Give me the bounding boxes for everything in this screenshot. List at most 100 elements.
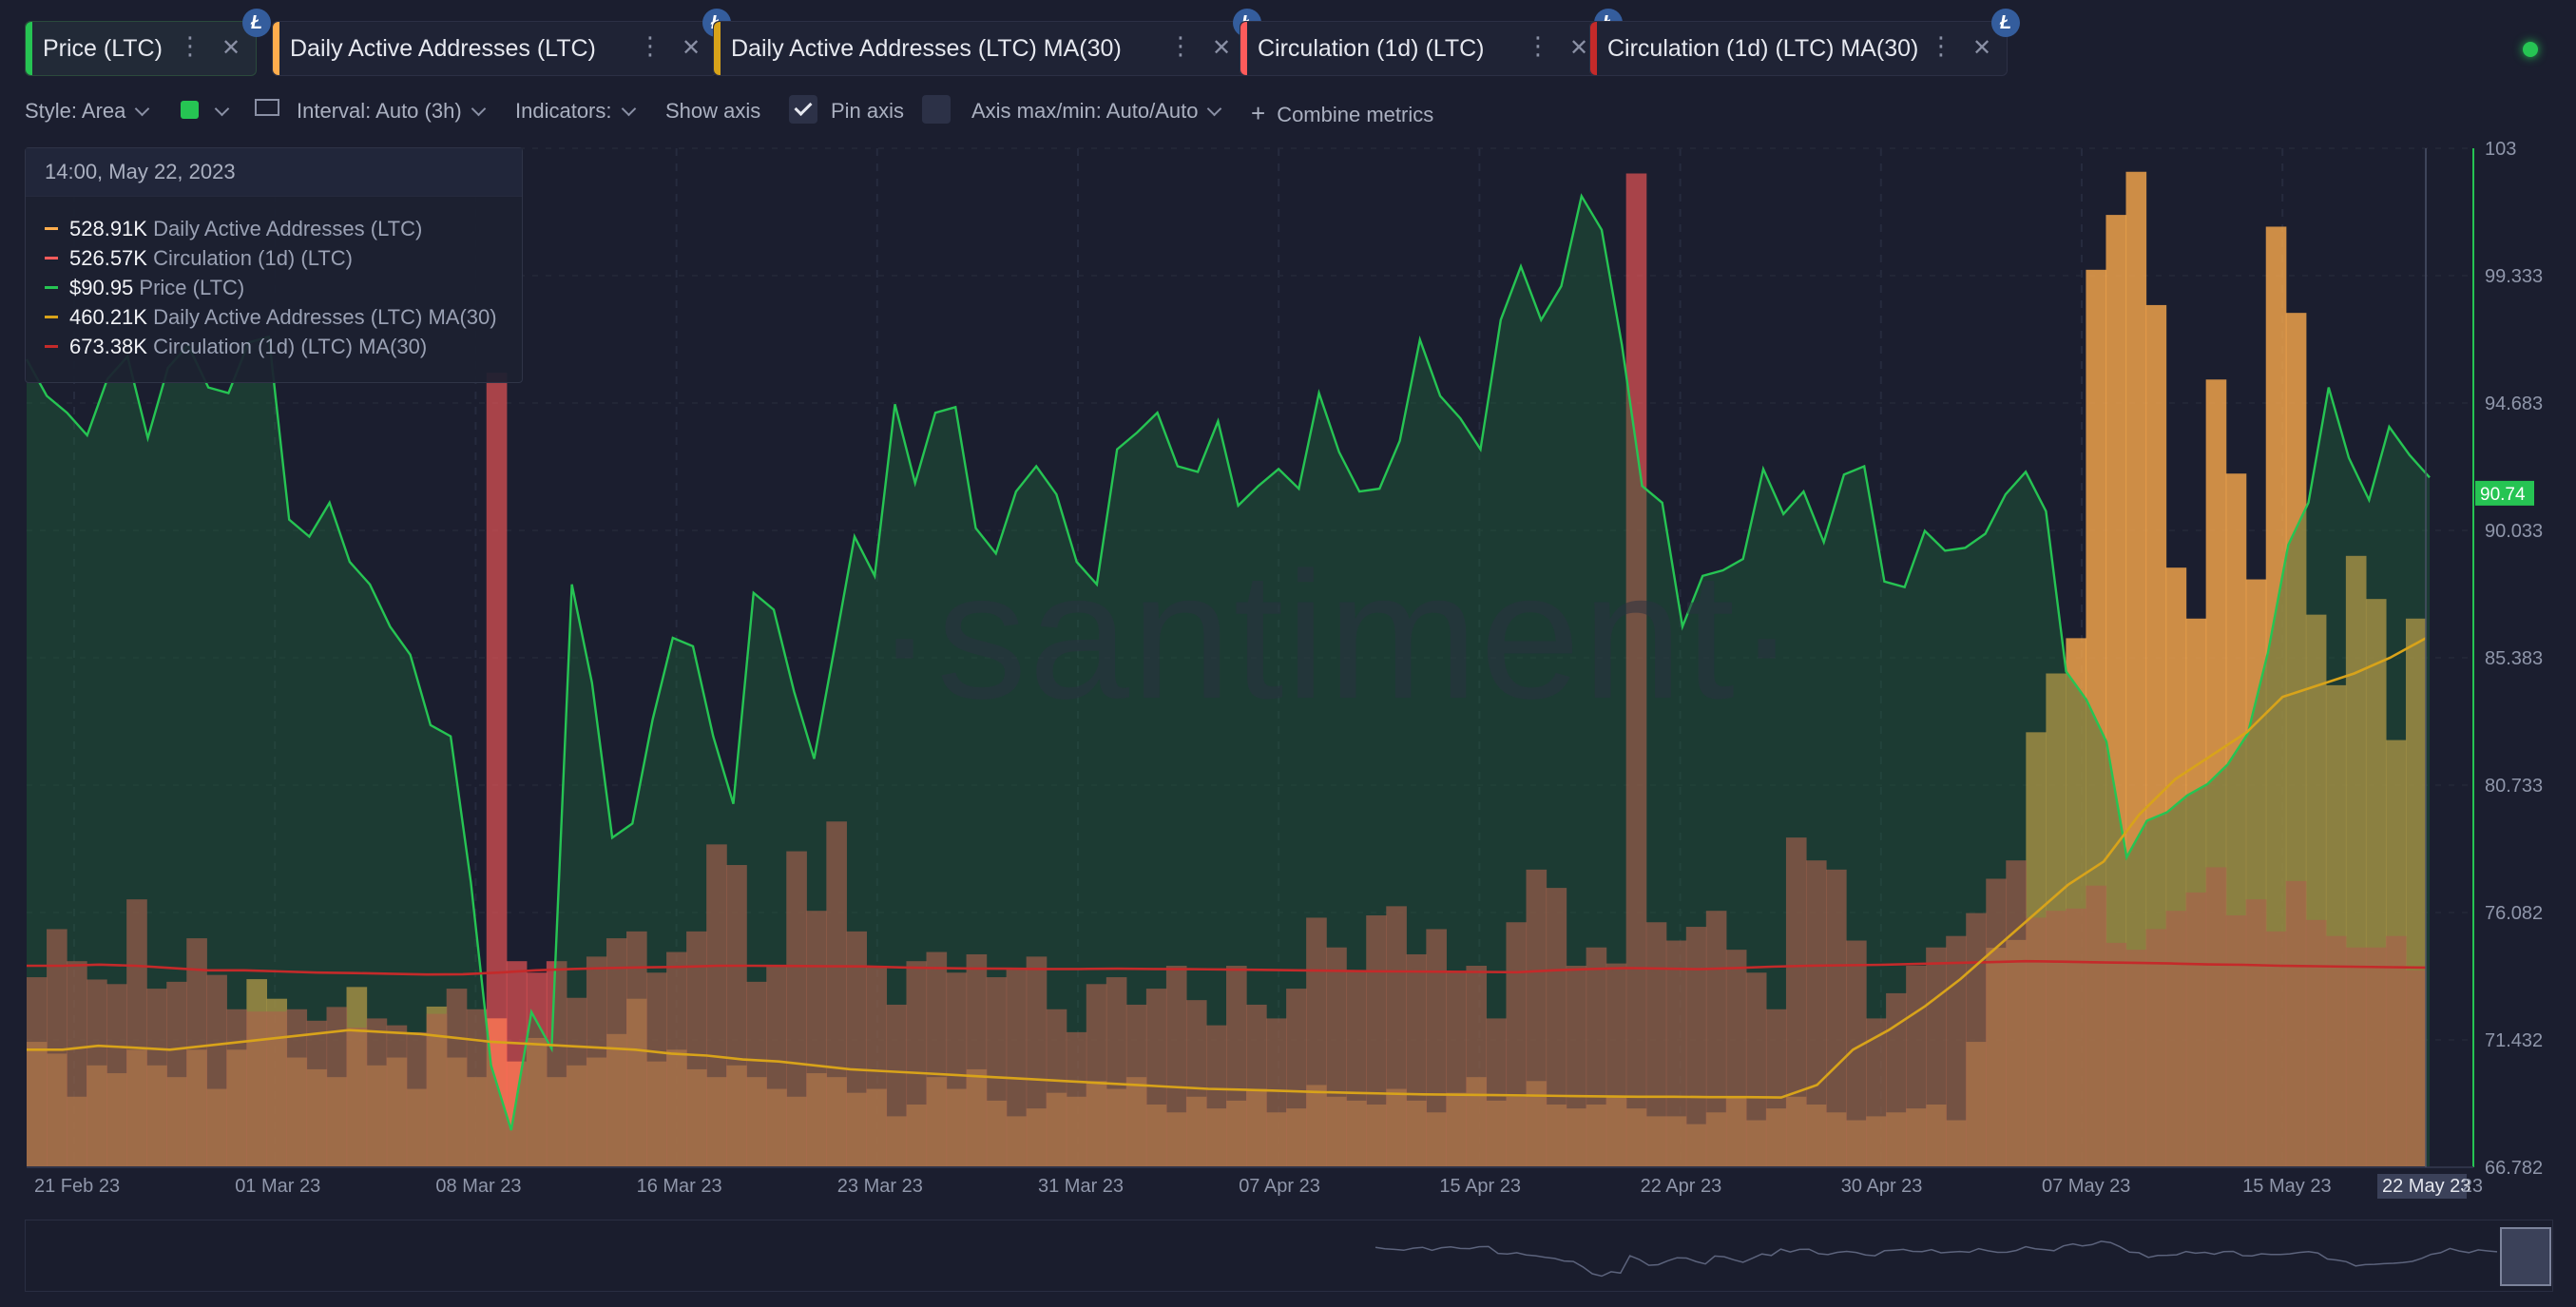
circulation-bar: [606, 938, 627, 1167]
close-icon[interactable]: ✕: [1972, 35, 1992, 61]
litecoin-icon: Ł: [1991, 9, 2020, 37]
circulation-bar: [706, 844, 727, 1167]
circulation-bar: [1366, 915, 1387, 1167]
circulation-bar: [726, 865, 747, 1167]
combine-metrics-button[interactable]: + Combine metrics: [1251, 99, 1433, 128]
tab-color-bar: [1590, 22, 1597, 75]
tab-label: Circulation (1d) (LTC) MA(30): [1607, 34, 1919, 62]
close-icon[interactable]: ✕: [1569, 35, 1589, 61]
interval-ruler-icon: [255, 99, 279, 116]
close-icon[interactable]: ✕: [682, 35, 702, 61]
circulation-bar: [1165, 966, 1187, 1167]
x-axis-tick-label: 01 Mar 23: [235, 1176, 320, 1197]
plus-icon: +: [1251, 99, 1266, 127]
circulation-bar: [1226, 966, 1247, 1167]
circulation-bar: [1105, 977, 1127, 1167]
tooltip-row: 673.38K Circulation (1d) (LTC) MA(30): [45, 335, 427, 359]
circulation-bar: [2046, 911, 2067, 1167]
circulation-ma30-line: [27, 959, 2427, 976]
more-menu-icon[interactable]: ⋮: [638, 31, 663, 60]
interval-dropdown[interactable]: Interval: Auto (3h): [297, 99, 486, 124]
more-menu-icon[interactable]: ⋮: [1168, 31, 1193, 60]
circulation-bar: [1765, 1009, 1787, 1167]
circulation-bar: [1046, 1009, 1067, 1167]
circulation-bar: [1286, 989, 1307, 1167]
axis-maxmin-dropdown[interactable]: Axis max/min: Auto/Auto: [971, 99, 1222, 124]
tab-daily-active-addresses-ma30[interactable]: Daily Active Addresses (LTC) MA(30) ⋮ ✕ …: [713, 9, 1261, 76]
circulation-bar: [1266, 1018, 1287, 1167]
circulation-bar: [106, 984, 127, 1167]
circulation-bar: [1426, 929, 1447, 1167]
indicators-dropdown[interactable]: Indicators:: [515, 99, 636, 124]
circulation-bar: [306, 1020, 328, 1167]
circulation-bar: [1246, 1004, 1267, 1167]
circulation-bar: [2086, 885, 2107, 1167]
circulation-bar: [886, 1004, 908, 1167]
y-axis-tick-label: 76.082: [2485, 903, 2543, 924]
pin-axis-label: Pin axis: [831, 99, 905, 123]
pin-axis-checkbox[interactable]: [922, 95, 951, 124]
close-icon[interactable]: ✕: [221, 35, 241, 61]
circulation-bar: [986, 977, 1008, 1167]
circulation-bar: [1446, 972, 1467, 1167]
circulation-bar: [2165, 911, 2187, 1167]
x-axis-tick-label: 22 May 23: [2382, 1176, 2470, 1197]
circulation-bar: [146, 989, 167, 1167]
dda-bar: [2125, 171, 2147, 1167]
circulation-bar: [1326, 947, 1347, 1167]
circulation-bar: [1086, 984, 1107, 1167]
x-axis-tick-label: 23 Mar 23: [837, 1176, 923, 1197]
circulation-bars: [27, 173, 2427, 1167]
navigator-handle[interactable]: [2500, 1227, 2551, 1286]
tooltip-row: 460.21K Daily Active Addresses (LTC) MA(…: [45, 305, 497, 330]
axes-layer: 21 Feb 23 01 Mar 23 08 Mar 23 16 Mar 23 23 M…: [27, 139, 2543, 1199]
range-navigator[interactable]: [25, 1220, 2553, 1292]
circulation-bar: [646, 972, 667, 1167]
price-line: [25, 193, 2431, 1131]
legend-dash: [45, 315, 58, 318]
circulation-bar: [206, 974, 227, 1167]
circulation-bar: [666, 951, 687, 1167]
circulation-bar: [326, 1007, 348, 1167]
tab-price-ltc[interactable]: Price (LTC) ⋮ ✕ Ł: [25, 9, 271, 76]
tooltip-metric-name: Daily Active Addresses (LTC) MA(30): [153, 305, 497, 329]
circulation-bar: [2185, 892, 2207, 1167]
live-status-dot: [2523, 42, 2538, 57]
y-axis-tick-label: 90.033: [2485, 521, 2543, 542]
tab-color-bar: [26, 22, 32, 75]
more-menu-icon[interactable]: ⋮: [1929, 31, 1953, 60]
circulation-bar: [2325, 935, 2347, 1167]
axis-maxmin-label: Axis max/min: Auto/Auto: [971, 99, 1199, 123]
litecoin-icon: Ł: [242, 9, 271, 37]
x-axis-tick-label: 16 Mar 23: [637, 1176, 722, 1197]
more-menu-icon[interactable]: ⋮: [178, 31, 202, 60]
circulation-bar: [2066, 908, 2087, 1167]
show-axis-checkbox[interactable]: [789, 95, 817, 124]
circulation-bar: [766, 966, 787, 1167]
circulation-bar: [2385, 935, 2407, 1167]
y-axis-tick-label: 99.333: [2485, 266, 2543, 287]
circulation-bar: [2125, 950, 2147, 1167]
tab-daily-active-addresses[interactable]: Daily Active Addresses (LTC) ⋮ ✕ Ł: [272, 9, 731, 76]
x-axis-tick-fragment: 23: [2462, 1176, 2483, 1197]
circulation-bar: [466, 1009, 488, 1167]
y-axis-tick-label: 71.432: [2485, 1030, 2543, 1051]
x-axis-tick-label: 15 May 23: [2242, 1176, 2331, 1197]
x-axis-tick-label: 08 Mar 23: [435, 1176, 521, 1197]
circulation-bar: [1946, 935, 1967, 1167]
circulation-bar: [806, 911, 827, 1167]
circulation-bar: [226, 1009, 247, 1167]
circulation-bar: [1645, 922, 1667, 1167]
last-price-label: 90.74: [2480, 485, 2526, 505]
tab-circulation-1d[interactable]: Circulation (1d) (LTC) ⋮ ✕ Ł: [1240, 9, 1623, 76]
color-swatch[interactable]: [181, 101, 199, 119]
circulation-bar: [166, 981, 187, 1167]
more-menu-icon[interactable]: ⋮: [1526, 31, 1550, 60]
style-dropdown[interactable]: Style: Area: [25, 99, 150, 124]
x-axis-tick-label: 21 Feb 23: [34, 1176, 120, 1197]
tab-circulation-1d-ma30[interactable]: Circulation (1d) (LTC) MA(30) ⋮ ✕ Ł: [1589, 9, 2020, 76]
circulation-bar: [1026, 956, 1048, 1167]
close-icon[interactable]: ✕: [1212, 35, 1232, 61]
circulation-bar: [1145, 989, 1167, 1167]
